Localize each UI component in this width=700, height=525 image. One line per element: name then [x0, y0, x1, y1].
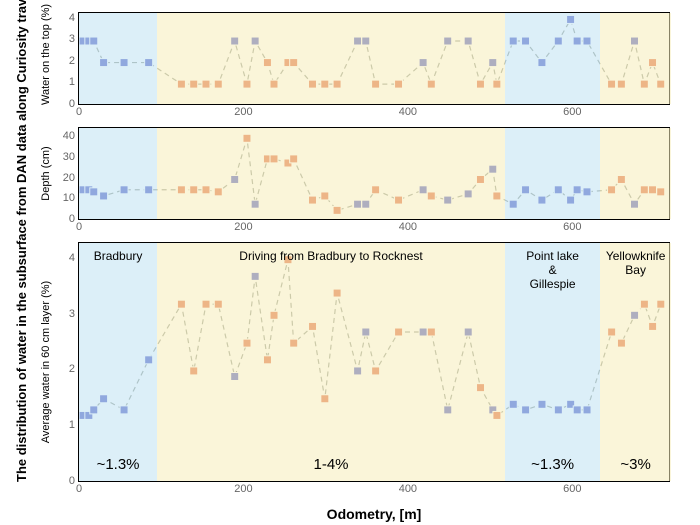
- ylabel3-text: Average water in 60 cm layer (%): [40, 281, 52, 443]
- ytick: 0: [69, 213, 75, 225]
- region-band: [505, 128, 600, 219]
- xtick: 400: [399, 106, 417, 118]
- ylabel1-text: Water on the top (%): [40, 4, 52, 105]
- ytick: 4: [69, 252, 75, 264]
- region-band: [79, 13, 157, 104]
- ylabel-panel3: Average water in 60 cm layer (%): [40, 242, 52, 482]
- region-band: [600, 128, 671, 219]
- ytick: 0: [69, 98, 75, 110]
- ytick: 1: [69, 76, 75, 88]
- xtick: 600: [563, 483, 581, 495]
- ylabel-panel1: Water on the top (%): [40, 12, 52, 105]
- ytick: 30: [63, 151, 75, 163]
- xtick: 0: [76, 483, 82, 495]
- xtick: 400: [399, 483, 417, 495]
- panel-depth: 0102030400200400600: [78, 127, 670, 220]
- region-summary: ~1.3%: [97, 456, 140, 473]
- ytick: 20: [63, 172, 75, 184]
- figure-title-text: The distribution of water in the subsurf…: [14, 0, 29, 482]
- region-band: [505, 13, 600, 104]
- region-summary: ~1.3%: [531, 456, 574, 473]
- ytick: 3: [69, 33, 75, 45]
- panel-water-top: 012340200400600: [78, 12, 670, 105]
- ytick: 40: [63, 130, 75, 142]
- ytick: 1: [69, 419, 75, 431]
- ytick: 2: [69, 55, 75, 67]
- ylabel2-text: Depth (cm): [40, 146, 52, 200]
- ytick: 3: [69, 308, 75, 320]
- xlabel-text: Odometry, [m]: [327, 506, 422, 522]
- xtick: 200: [234, 483, 252, 495]
- region-band: [79, 128, 157, 219]
- region-band: [600, 13, 671, 104]
- region-band: [157, 13, 505, 104]
- xtick: 400: [399, 221, 417, 233]
- xtick: 200: [234, 106, 252, 118]
- region-band: [157, 128, 505, 219]
- region-band: [157, 243, 505, 481]
- xtick: 0: [76, 106, 82, 118]
- figure-title: The distribution of water in the subsurf…: [14, 0, 29, 482]
- region-label: Point lake&Gillespie: [526, 249, 579, 291]
- region-summary: 1-4%: [313, 456, 348, 473]
- xtick: 0: [76, 221, 82, 233]
- ytick: 4: [69, 12, 75, 24]
- ytick: 2: [69, 363, 75, 375]
- region-summary: ~3%: [620, 456, 650, 473]
- region-label: Bradbury: [94, 249, 143, 263]
- region-label: Driving from Bradbury to Rocknest: [239, 249, 422, 263]
- region-band: [600, 243, 671, 481]
- xtick: 200: [234, 221, 252, 233]
- ytick: 0: [69, 475, 75, 487]
- xtick: 600: [563, 221, 581, 233]
- xtick: 600: [563, 106, 581, 118]
- xlabel: Odometry, [m]: [327, 506, 422, 522]
- ylabel-panel2: Depth (cm): [40, 127, 52, 220]
- ytick: 10: [63, 192, 75, 204]
- region-label: YellowknifeBay: [606, 249, 666, 277]
- region-band: [79, 243, 157, 481]
- panel-avg-water: 012340200400600Bradbury~1.3%Driving from…: [78, 242, 670, 482]
